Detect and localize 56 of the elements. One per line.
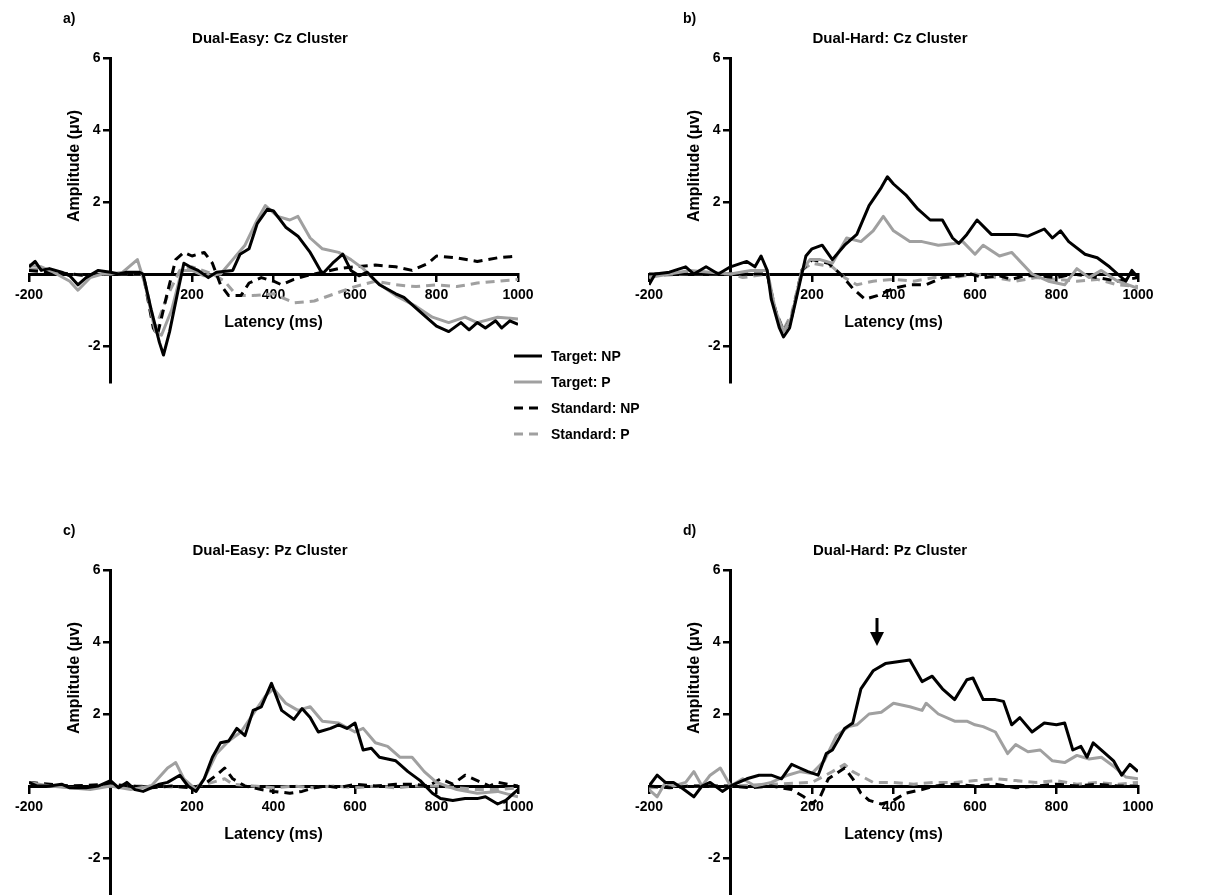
text: c) <box>63 522 76 538</box>
x-tick-label: 600 <box>343 286 367 303</box>
y-tick-label: 2 <box>712 192 721 209</box>
x-tick-label: 600 <box>343 798 367 815</box>
chart-title: Dual-Hard: Pz Cluster <box>812 541 968 559</box>
x-tick-label: -200 <box>14 798 44 815</box>
x-axis-title: Latency (ms) <box>844 312 943 330</box>
y-tick-label: 4 <box>712 120 721 137</box>
y-axis-title: Amplitude (μv) <box>64 109 82 223</box>
legend-label: Target: NP <box>551 348 621 364</box>
text: a) <box>63 10 76 26</box>
x-tick-label: 800 <box>1044 798 1069 815</box>
x-tick-label: 400 <box>261 798 286 815</box>
y-axis-title: Amplitude (μv) <box>684 621 702 735</box>
x-tick-label: 200 <box>800 286 824 303</box>
y-tick-label: 6 <box>712 560 721 577</box>
x-tick-label: 1000 <box>1122 286 1154 303</box>
y-tick-label: 4 <box>92 632 101 649</box>
legend-label: Standard: NP <box>551 400 640 416</box>
y-tick-label: -2 <box>88 848 101 865</box>
text: d) <box>683 522 697 538</box>
chart-title: Dual-Easy: Pz Cluster <box>192 541 348 559</box>
chart-title: Dual-Easy: Cz Cluster <box>192 29 349 47</box>
x-tick-label: -200 <box>14 286 44 303</box>
y-tick-label: -2 <box>708 336 721 353</box>
legend-label: Target: P <box>551 374 611 390</box>
x-tick-label: 1000 <box>502 286 534 303</box>
y-tick-label: 2 <box>92 704 101 721</box>
text: b) <box>683 10 697 26</box>
y-tick-label: 6 <box>712 48 721 65</box>
x-tick-label: -200 <box>634 798 664 815</box>
y-tick-label: 4 <box>92 120 101 137</box>
x-tick-label: 1000 <box>1122 798 1154 815</box>
y-tick-label: 6 <box>92 560 101 577</box>
x-tick-label: 600 <box>963 286 987 303</box>
x-tick-label: 200 <box>180 798 204 815</box>
x-tick-label: 600 <box>963 798 987 815</box>
y-tick-label: 2 <box>92 192 101 209</box>
x-tick-label: 1000 <box>502 798 534 815</box>
y-tick-label: 2 <box>712 704 721 721</box>
x-tick-label: 800 <box>424 798 449 815</box>
x-tick-label: -200 <box>634 286 664 303</box>
y-axis-title: Amplitude (μv) <box>684 109 702 223</box>
y-tick-label: -2 <box>708 848 721 865</box>
x-tick-label: 800 <box>424 286 449 303</box>
y-tick-label: 4 <box>712 632 721 649</box>
x-axis-title: Latency (ms) <box>844 824 943 842</box>
legend-label: Standard: P <box>551 426 630 442</box>
x-tick-label: 200 <box>180 286 204 303</box>
x-axis-title: Latency (ms) <box>224 824 323 842</box>
x-axis-title: Latency (ms) <box>224 312 323 330</box>
chart-title: Dual-Hard: Cz Cluster <box>812 29 968 47</box>
y-tick-label: -2 <box>88 336 101 353</box>
y-axis-title: Amplitude (μv) <box>64 621 82 735</box>
y-tick-label: 6 <box>92 48 101 65</box>
x-tick-label: 800 <box>1044 286 1069 303</box>
